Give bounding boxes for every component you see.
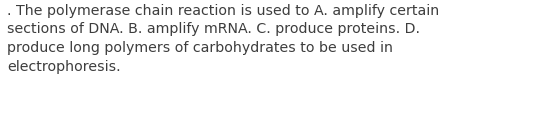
Text: . The polymerase chain reaction is used to A. amplify certain
sections of DNA. B: . The polymerase chain reaction is used … [7, 4, 440, 74]
